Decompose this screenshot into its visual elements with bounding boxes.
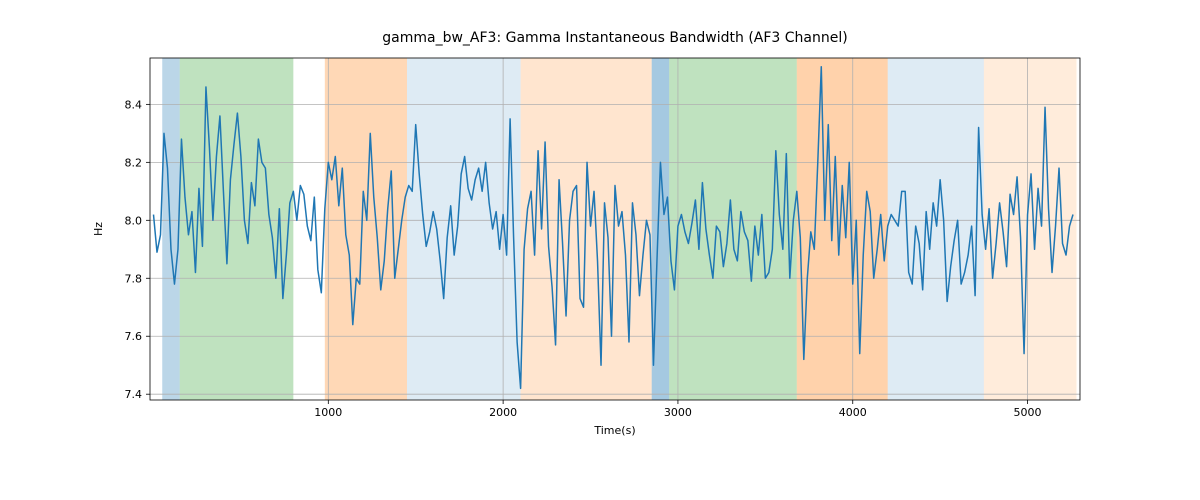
y-tick-label: 7.4 xyxy=(125,388,143,401)
x-tick-label: 5000 xyxy=(1014,406,1042,419)
y-tick-label: 8.4 xyxy=(125,98,143,111)
y-tick-label: 8.2 xyxy=(125,156,143,169)
interval-band xyxy=(325,58,407,400)
y-tick-label: 7.6 xyxy=(125,330,143,343)
interval-band xyxy=(162,58,179,400)
x-tick-label: 3000 xyxy=(664,406,692,419)
y-tick-label: 7.8 xyxy=(125,272,143,285)
y-axis-label: Hz xyxy=(92,222,105,236)
gamma-bandwidth-chart: 1000 2000 3000 4000 5000 7.4 7.6 7.8 8.0 8.2 8.4 Ti… xyxy=(0,0,1200,500)
x-tick-label: 4000 xyxy=(839,406,867,419)
interval-band xyxy=(888,58,984,400)
x-tick-label: 1000 xyxy=(314,406,342,419)
x-axis-label: Time(s) xyxy=(593,424,635,437)
y-tick-label: 8.0 xyxy=(125,214,143,227)
chart-title: gamma_bw_AF3: Gamma Instantaneous Bandwi… xyxy=(382,30,847,46)
x-tick-label: 2000 xyxy=(489,406,517,419)
interval-band xyxy=(797,58,888,400)
